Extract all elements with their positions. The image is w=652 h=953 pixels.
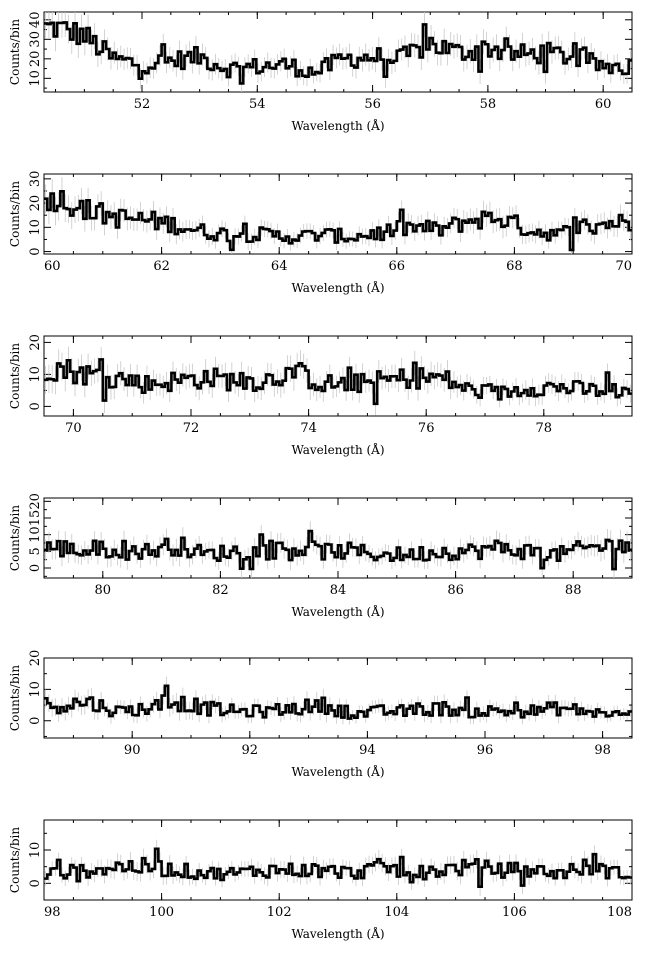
x-axis-title: Wavelength (Å) bbox=[291, 604, 384, 619]
y-tick-label: 20 bbox=[28, 334, 43, 351]
y-axis-title: Counts/bin bbox=[8, 343, 22, 409]
x-axis-title: Wavelength (Å) bbox=[291, 926, 384, 941]
x-tick-label: 78 bbox=[536, 421, 553, 436]
y-tick-label: 20 bbox=[28, 51, 43, 68]
plot-frame bbox=[43, 11, 633, 93]
y-tick-label: 30 bbox=[28, 171, 43, 188]
x-axis-title: Wavelength (Å) bbox=[291, 280, 384, 295]
plot-frame bbox=[43, 819, 633, 901]
y-tick-label: 10 bbox=[28, 219, 43, 236]
spectrum-line bbox=[44, 21, 632, 85]
y-tick-label: 0 bbox=[28, 717, 43, 725]
x-tick-label: 96 bbox=[477, 743, 494, 758]
x-axis-title: Wavelength (Å) bbox=[291, 764, 384, 779]
spectrum-data bbox=[44, 676, 632, 725]
y-tick-label: 0 bbox=[28, 402, 43, 410]
x-tick-label: 86 bbox=[447, 583, 464, 598]
x-tick-label: 52 bbox=[134, 97, 151, 112]
x-tick-label: 76 bbox=[418, 421, 435, 436]
x-tick-label: 66 bbox=[389, 259, 406, 274]
panel-6: 98 100 102 104 106 108 0 10 Counts/bin Wavelength… bbox=[8, 819, 633, 941]
spectrum-data bbox=[44, 839, 632, 896]
x-tick-label: 98 bbox=[594, 743, 611, 758]
x-tick-label: 62 bbox=[153, 259, 170, 274]
x-tick-label: 106 bbox=[502, 905, 527, 920]
x-axis-title: Wavelength (Å) bbox=[291, 442, 384, 457]
panel-3: 70 72 74 76 78 0 10 20 Counts/bin Wavelength (Å) bbox=[8, 334, 633, 457]
plot-frame bbox=[43, 657, 633, 739]
y-axis-title: Counts/bin bbox=[8, 505, 22, 571]
spectrum-data bbox=[44, 12, 632, 92]
y-axis-title: Counts/bin bbox=[8, 181, 22, 247]
panel-5: 90 92 94 96 98 0 10 20 Counts/bin Wavelength (Å) bbox=[8, 650, 633, 779]
y-tick-label: 10 bbox=[28, 366, 43, 383]
y-tick-label: 5 bbox=[28, 547, 43, 555]
x-tick-label: 98 bbox=[44, 905, 61, 920]
x-tick-label: 104 bbox=[384, 905, 409, 920]
x-tick-label: 70 bbox=[65, 421, 82, 436]
x-tick-label: 88 bbox=[565, 583, 582, 598]
spectrum-line bbox=[44, 684, 632, 720]
x-tick-label: 82 bbox=[212, 583, 229, 598]
x-tick-label: 102 bbox=[267, 905, 292, 920]
x-tick-label: 94 bbox=[359, 743, 376, 758]
x-tick-label: 60 bbox=[595, 97, 612, 112]
y-tick-label: 30 bbox=[28, 31, 43, 48]
x-axis-title: Wavelength (Å) bbox=[291, 118, 384, 133]
y-tick-label: 0 bbox=[28, 247, 43, 255]
y-tick-label: 20 bbox=[28, 195, 43, 212]
y-tick-label: 20 bbox=[28, 650, 43, 667]
spectrum-data bbox=[44, 177, 632, 254]
x-tick-label: 80 bbox=[95, 583, 112, 598]
x-tick-label: 58 bbox=[480, 97, 497, 112]
panel-1: 52 54 56 58 60 10 20 30 40 Counts/bin Wavelength (… bbox=[8, 11, 633, 133]
x-tick-label: 74 bbox=[300, 421, 317, 436]
spectrum-line bbox=[44, 358, 632, 406]
spectrum-line bbox=[44, 190, 632, 252]
x-tick-label: 56 bbox=[364, 97, 381, 112]
x-tick-label: 90 bbox=[124, 743, 141, 758]
y-tick-label: 10 bbox=[28, 681, 43, 698]
y-tick-label: 10 bbox=[28, 70, 43, 87]
y-tick-label: 20 bbox=[28, 493, 43, 510]
y-tick-label: 0 bbox=[28, 879, 43, 887]
x-tick-label: 70 bbox=[615, 259, 632, 274]
x-tick-label: 54 bbox=[249, 97, 266, 112]
spectrum-data bbox=[44, 346, 632, 416]
x-tick-label: 72 bbox=[183, 421, 200, 436]
x-tick-label: 68 bbox=[506, 259, 523, 274]
y-axis-title: Counts/bin bbox=[8, 827, 22, 893]
y-tick-label: 10 bbox=[28, 526, 43, 543]
y-axis-title: Counts/bin bbox=[8, 19, 22, 85]
y-tick-label: 0 bbox=[28, 564, 43, 572]
x-tick-label: 84 bbox=[330, 583, 347, 598]
y-tick-label: 10 bbox=[28, 842, 43, 859]
x-tick-label: 60 bbox=[44, 259, 61, 274]
spectrum-data bbox=[44, 521, 632, 578]
x-tick-label: 64 bbox=[271, 259, 288, 274]
x-tick-label: 108 bbox=[607, 905, 632, 920]
y-tick-label: 15 bbox=[28, 510, 43, 527]
spectrum-line bbox=[44, 529, 632, 571]
y-tick-label: 40 bbox=[28, 12, 43, 29]
spectrum-line bbox=[44, 847, 632, 888]
x-tick-label: 100 bbox=[149, 905, 174, 920]
y-axis-title: Counts/bin bbox=[8, 665, 22, 731]
x-tick-label: 92 bbox=[242, 743, 259, 758]
panel-2: 60 62 64 66 68 70 0 10 20 30 Counts/bin Wavelength … bbox=[8, 171, 633, 295]
